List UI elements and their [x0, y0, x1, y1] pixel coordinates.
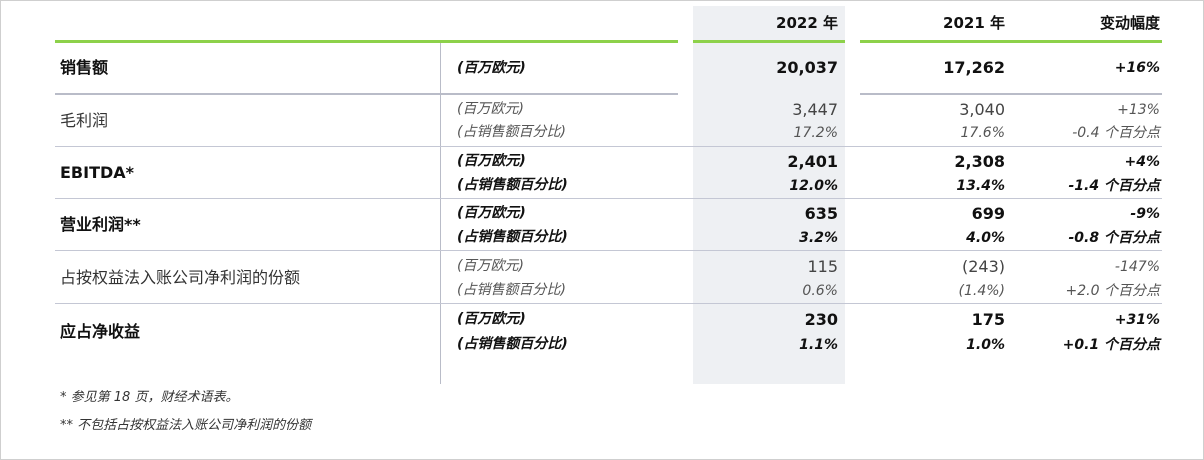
header-rule-left: [55, 40, 678, 43]
value-change: +0.1 个百分点: [1062, 337, 1160, 353]
row-label-ebitda: EBITDA*: [60, 163, 135, 182]
row-unit: (百万欧元): [457, 258, 524, 274]
row-unit: (占销售额百分比): [457, 336, 568, 352]
value-2022: 17.2%: [793, 125, 838, 141]
row-label-operating-profit: 营业利润**: [60, 215, 141, 234]
row-unit: (百万欧元): [457, 101, 524, 117]
row-label-gross-profit: 毛利润: [60, 111, 109, 130]
value-2021: (1.4%): [958, 283, 1006, 299]
value-2022: 635: [804, 204, 838, 223]
value-change: +31%: [1114, 312, 1160, 328]
value-2021: (243): [961, 257, 1005, 276]
row-label-net-income: 应占净收益: [60, 322, 141, 341]
header-change: 变动幅度: [1099, 14, 1160, 32]
row-unit: (占销售额百分比): [457, 229, 568, 245]
value-change: +4%: [1124, 154, 1161, 170]
value-2021: 1.0%: [966, 337, 1005, 353]
footnote-2: ** 不包括占按权益法入账公司净利润的份额: [60, 418, 312, 433]
column-divider: [440, 42, 441, 384]
value-2021: 175: [971, 310, 1005, 329]
value-2021: 3,040: [959, 100, 1005, 119]
value-2022: 20,037: [776, 58, 838, 77]
value-2021: 2,308: [954, 152, 1005, 171]
value-2022: 0.6%: [802, 283, 838, 299]
row-label-sales: 销售额: [60, 58, 109, 77]
value-2022: 2,401: [787, 152, 838, 171]
value-2022: 230: [804, 310, 838, 329]
value-change: +2.0 个百分点: [1065, 283, 1160, 299]
value-change: +16%: [1114, 60, 1160, 76]
header-rule-right: [860, 40, 1162, 43]
row-unit: (占销售额百分比): [457, 124, 566, 140]
value-2022: 3.2%: [799, 230, 838, 246]
value-2022: 12.0%: [789, 178, 838, 194]
value-2022: 3,447: [792, 100, 838, 119]
value-change: -1.4 个百分点: [1068, 178, 1161, 194]
value-change: -0.4 个百分点: [1072, 125, 1160, 141]
row-divider: [55, 303, 1162, 304]
row-divider: [860, 93, 1162, 95]
value-2021: 17,262: [943, 58, 1005, 77]
value-2021: 13.4%: [956, 178, 1005, 194]
row-divider: [55, 198, 1162, 199]
row-unit: (占销售额百分比): [457, 177, 568, 193]
row-divider: [55, 146, 1162, 147]
row-unit: (百万欧元): [457, 311, 526, 327]
header-2021: 2021 年: [943, 14, 1005, 32]
footnote-1: * 参见第 18 页，财经术语表。: [60, 390, 239, 405]
value-change: -0.8 个百分点: [1068, 230, 1161, 246]
row-divider: [55, 93, 678, 95]
header-2022: 2022 年: [776, 14, 838, 32]
value-change: +13%: [1117, 102, 1160, 118]
value-2021: 4.0%: [966, 230, 1005, 246]
row-unit: (百万欧元): [457, 153, 526, 169]
value-change: -147%: [1114, 259, 1160, 275]
value-2021: 17.6%: [960, 125, 1005, 141]
value-2022: 115: [807, 257, 838, 276]
value-2021: 699: [971, 204, 1005, 223]
value-2022: 1.1%: [799, 337, 838, 353]
row-unit: (百万欧元): [457, 60, 526, 76]
row-divider: [55, 250, 1162, 251]
row-unit: (占销售额百分比): [457, 282, 566, 298]
row-unit: (百万欧元): [457, 205, 526, 221]
header-rule-2022: [693, 40, 845, 43]
value-change: -9%: [1130, 206, 1160, 222]
highlight-column-2022: [693, 6, 845, 384]
row-label-equity-share: 占按权益法入账公司净利润的份额: [60, 268, 301, 287]
